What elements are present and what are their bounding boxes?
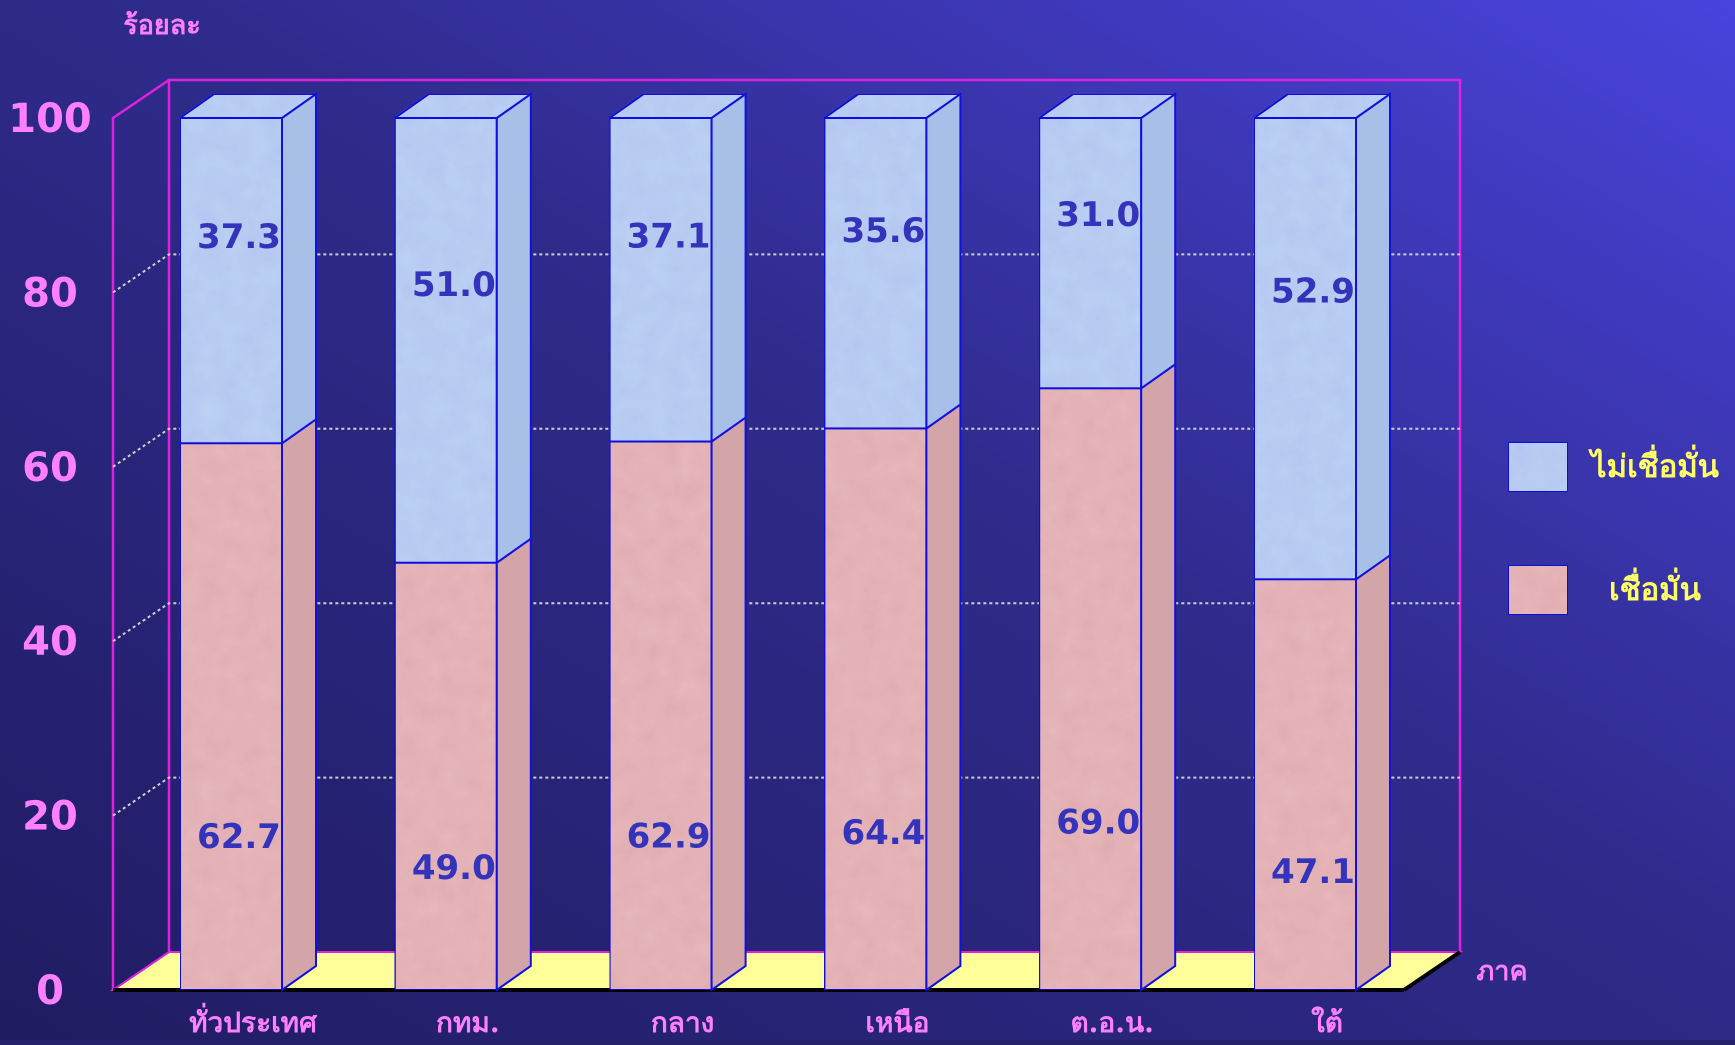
bar-confident-cat-2 — [393, 561, 498, 991]
bar-confident-cat-1 — [179, 442, 283, 992]
bar-top-cat-2 — [391, 93, 534, 119]
side-wall-frame — [111, 78, 170, 990]
bar-not-confident-cat-5 — [1038, 117, 1143, 390]
bar-not-confident-cat-1-side — [281, 92, 317, 446]
y-axis-title: ร้อยละ — [123, 10, 201, 41]
y-tick-label-20: 20 — [22, 794, 78, 840]
bar-confident-cat-2-side — [495, 536, 532, 992]
bar-confident-cat-4 — [823, 427, 928, 991]
data-label-not-confident-cat-1: 37.3 — [197, 217, 281, 257]
data-label-not-confident-cat-2: 51.0 — [412, 265, 496, 305]
legend-swatch-confident — [1507, 564, 1569, 616]
gridline-80 — [112, 253, 1460, 294]
bar-top-cat-1 — [176, 93, 320, 119]
legend-label-not-confident: ไม่เชื่อมั่น — [1588, 444, 1719, 485]
y-tick-label-40: 40 — [22, 619, 78, 665]
bar-not-confident-cat-2 — [393, 117, 498, 564]
bar-top-cat-4 — [821, 93, 964, 119]
bar-group — [176, 92, 1394, 992]
bar-not-confident-cat-2-side — [495, 92, 532, 565]
y-tick-label-80: 80 — [22, 270, 78, 316]
x-tick-label-cat-2: กทม. — [436, 1006, 500, 1039]
x-tick-label-cat-3: กลาง — [651, 1006, 715, 1039]
data-label-not-confident-cat-5: 31.0 — [1056, 195, 1140, 235]
data-label-confident-cat-4: 64.4 — [841, 813, 925, 853]
data-label-confident-cat-3: 62.9 — [627, 816, 711, 856]
x-tick-label-cat-1: ทั่วประเทศ — [189, 1002, 318, 1039]
bar-not-confident-cat-4-side — [925, 92, 962, 431]
data-label-confident-cat-5: 69.0 — [1056, 803, 1140, 843]
data-label-confident-cat-1: 62.7 — [197, 817, 281, 857]
data-label-not-confident-cat-4: 35.6 — [841, 211, 925, 251]
bar-not-confident-cat-6 — [1253, 117, 1357, 581]
bar-not-confident-cat-5-side — [1140, 92, 1177, 391]
data-label-not-confident-cat-6: 52.9 — [1271, 272, 1355, 312]
data-label-confident-cat-6: 47.1 — [1271, 852, 1355, 892]
bar-not-confident-cat-3 — [608, 117, 713, 443]
bar-top-cat-5 — [1036, 93, 1179, 119]
y-tick-label-60: 60 — [22, 445, 78, 491]
bar-confident-cat-3-side — [710, 415, 747, 992]
legend: ไม่เชื่อมั่นเชื่อมั่น — [1507, 441, 1719, 616]
floor-right-edge — [1402, 950, 1462, 992]
y-tick-label-100: 100 — [8, 96, 92, 142]
bar-confident-cat-5 — [1038, 387, 1143, 991]
x-tick-label-cat-4: เหนือ — [865, 1006, 929, 1039]
bar-top-cat-3 — [606, 93, 749, 119]
bar-confident-cat-1-side — [281, 417, 317, 992]
legend-label-confident: เชื่อมั่น — [1609, 567, 1701, 608]
gridline-60 — [112, 427, 1460, 468]
x-tick-label-cat-6: ใต้ — [1311, 1006, 1343, 1039]
y-tick-label-0: 0 — [36, 968, 64, 1014]
bar-not-confident-cat-6-side — [1355, 92, 1391, 582]
bar-not-confident-cat-3-side — [710, 92, 747, 444]
bar-confident-cat-6 — [1253, 578, 1357, 992]
legend-swatch-not-confident — [1507, 441, 1569, 493]
bar-not-confident-cat-1 — [179, 117, 283, 445]
label-group: 62.7 37.3 ทั่วประเทศ 49.0 51.0 กทม. 62.9 37.1 กล… — [189, 195, 1355, 1039]
bar-confident-cat-6-side — [1355, 553, 1391, 992]
bar-not-confident-cat-4 — [823, 117, 928, 430]
back-wall-frame — [167, 78, 1462, 952]
gridline-20 — [112, 776, 1460, 817]
x-axis-title: ภาค — [1476, 956, 1527, 987]
bar-confident-cat-3 — [608, 440, 713, 991]
x-tick-label-cat-5: ต.อ.น. — [1071, 1006, 1154, 1039]
gridline-40 — [112, 602, 1460, 643]
data-label-confident-cat-2: 49.0 — [412, 848, 496, 888]
bar-top-cat-6 — [1250, 93, 1394, 119]
bar-confident-cat-4-side — [925, 402, 962, 992]
data-label-not-confident-cat-3: 37.1 — [627, 216, 711, 256]
bar-confident-cat-5-side — [1140, 362, 1177, 992]
